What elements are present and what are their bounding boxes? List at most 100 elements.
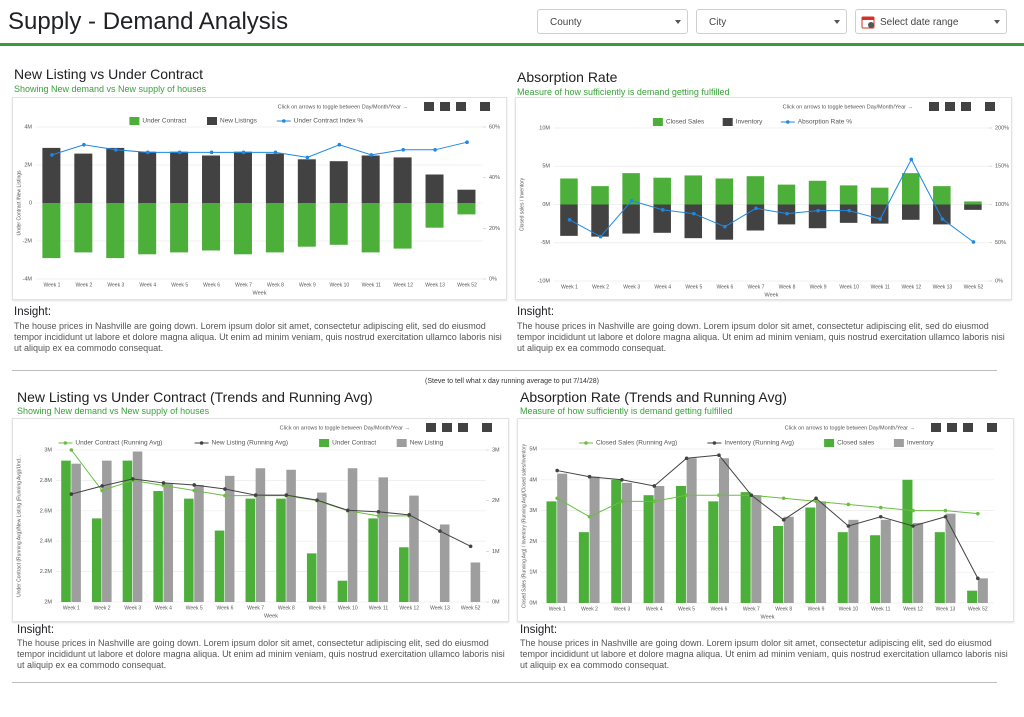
line-point [943,514,948,519]
header-rule [0,43,1024,46]
bar [945,513,956,603]
toggle-button[interactable] [945,102,955,111]
bar [578,532,589,603]
line-point [192,483,197,487]
bar [837,532,848,603]
y-axis-title: Under Contract (Running Avg)/New Listing… [16,455,22,597]
county-filter[interactable]: County [537,9,688,34]
bar [153,491,163,602]
line-point [82,142,86,147]
line-point [976,511,980,516]
bar [214,530,225,602]
toggle-button[interactable] [482,423,492,432]
y-tick-label: 5M [542,164,550,170]
bar [591,204,609,237]
insight-label: Insight: [14,306,52,318]
x-tick-label: Week 5 [171,282,188,288]
dropdown-arrow [994,20,1000,24]
x-tick-label: Week 2 [75,282,92,288]
line-point [100,484,104,488]
y-tick-label: 2.6M [40,508,53,514]
bar [163,483,174,602]
legend-label: Closed sales [837,440,875,447]
y-tick-label: 2.2M [40,569,53,575]
bar [122,460,133,602]
line-point [69,492,74,496]
line-point [161,481,166,485]
y-tick-label: 0 [29,200,32,206]
x-tick-label: Week 4 [646,606,663,612]
line-point [620,499,624,504]
line-point [50,153,54,157]
line-point [407,513,412,517]
legend-label: Under Contract (Running Avg) [75,440,162,447]
line [557,454,979,579]
x-tick-label: Week 6 [716,284,733,290]
toggle-button[interactable] [424,102,434,111]
line-point [369,153,374,157]
panel-title: New Listing vs Under Contract (Trends an… [17,389,373,405]
bar [777,184,796,205]
bar [393,157,412,203]
toggle-button[interactable] [987,423,997,432]
legend-swatch [722,118,733,126]
bar [546,501,557,603]
y2-tick-label: 40% [489,175,500,181]
legend-label: Closed Sales (Running Avg) [596,440,677,447]
line-point [652,484,657,488]
insight-text: The house prices in Nashville are going … [14,321,502,354]
y2-tick-label: 20% [489,226,500,232]
line-point [723,224,727,229]
toggle-button[interactable] [961,102,971,111]
bar [194,484,204,602]
line-point [976,576,980,581]
bar [399,547,409,602]
bar [902,173,920,205]
bar [71,463,81,602]
toggle-button[interactable] [426,423,436,432]
toggle-button[interactable] [480,102,490,111]
city-filter[interactable]: City [696,9,847,34]
toggle-button[interactable] [963,423,973,432]
line-point [345,508,350,513]
toggle-hint: Click on arrows to toggle between Day/Mo… [280,425,410,431]
line-point [909,157,914,162]
bar [378,477,389,602]
toggle-button[interactable] [929,102,939,111]
bar [91,518,102,602]
line-point [943,508,948,513]
legend-swatch [712,441,717,445]
bar [74,153,93,203]
toggle-button[interactable] [440,102,450,111]
y2-tick-label: 0M [492,599,500,605]
chart: Click on arrows to toggle between Day/Mo… [12,418,509,622]
x-tick-label: Week 1 [63,605,80,611]
x-tick-label: Week 9 [299,282,316,288]
bar [870,187,889,205]
bar [902,479,913,603]
y-tick-label: 3M [529,508,537,514]
toggle-hint: Click on arrows to toggle between Day/Mo… [278,104,408,110]
bar [74,203,93,253]
bar [202,203,221,251]
toggle-button[interactable] [458,423,468,432]
bar [297,203,316,247]
date-filter[interactable]: Select date range [855,9,1007,34]
toggle-button[interactable] [931,423,941,432]
line-point [433,148,437,152]
y2-tick-label: 1M [492,549,500,555]
toggle-button[interactable] [947,423,957,432]
toggle-button[interactable] [442,423,452,432]
toggle-button[interactable] [456,102,466,111]
legend-swatch [824,439,835,447]
line [51,141,468,158]
toggle-button[interactable] [985,102,995,111]
legend-swatch [786,120,790,124]
x-axis-title: Week [253,290,267,296]
bar [913,522,924,603]
x-tick-label: Week 3 [107,282,124,288]
x-tick-label: Week 10 [329,282,349,288]
bar [297,159,316,203]
x-tick-label: Week 2 [592,284,609,290]
toggle-hint: Click on arrows to toggle between Day/Mo… [785,425,915,431]
